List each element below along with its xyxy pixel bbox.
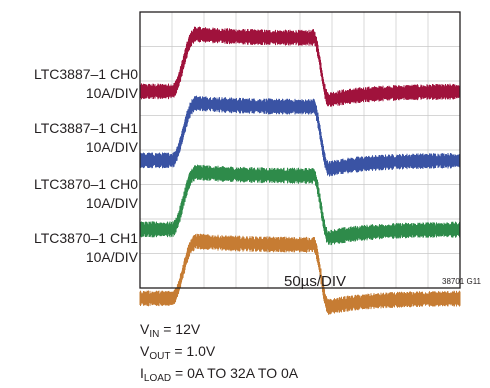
test-conditions: VIN = 12V VOUT = 1.0V ILOAD = 0A TO 32A … <box>140 318 298 384</box>
plot-frame <box>139 11 461 289</box>
vin-condition: VIN = 12V <box>140 321 201 340</box>
trace-name: LTC3887–1 CH0 <box>33 66 138 82</box>
trace-scale: 10A/DIV <box>85 139 138 155</box>
x-axis-scale: 50µs/DIV <box>284 273 346 290</box>
trace-scale: 10A/DIV <box>85 195 138 211</box>
trace-name: LTC3870–1 CH0 <box>33 176 138 192</box>
trace-ltc3887-1-ch0 <box>139 26 461 107</box>
trace-label-ltc3870-ch1: LTC3870–1 CH1 10A/DIV <box>34 229 138 267</box>
trace-label-ltc3887-ch0: LTC3887–1 CH0 10A/DIV <box>34 65 138 103</box>
trace-label-ltc3870-ch0: LTC3870–1 CH0 10A/DIV <box>34 175 138 213</box>
traces <box>139 26 461 315</box>
vout-condition: VOUT = 1.0V <box>140 343 216 362</box>
trace-name: LTC3870–1 CH1 <box>33 230 138 246</box>
iload-condition: ILOAD = 0A TO 32A TO 0A <box>140 365 299 384</box>
trace-scale: 10A/DIV <box>85 85 138 101</box>
trace-name: LTC3887–1 CH1 <box>33 120 138 136</box>
trace-ltc3887-1-ch1 <box>139 95 461 177</box>
figure-id: 38701 G11 <box>442 277 481 286</box>
trace-scale: 10A/DIV <box>85 249 138 265</box>
trace-label-ltc3887-ch1: LTC3887–1 CH1 10A/DIV <box>34 119 138 157</box>
trace-ltc3870-1-ch1 <box>139 233 461 315</box>
trace-ltc3870-1-ch0 <box>139 164 461 246</box>
grid <box>140 12 460 288</box>
